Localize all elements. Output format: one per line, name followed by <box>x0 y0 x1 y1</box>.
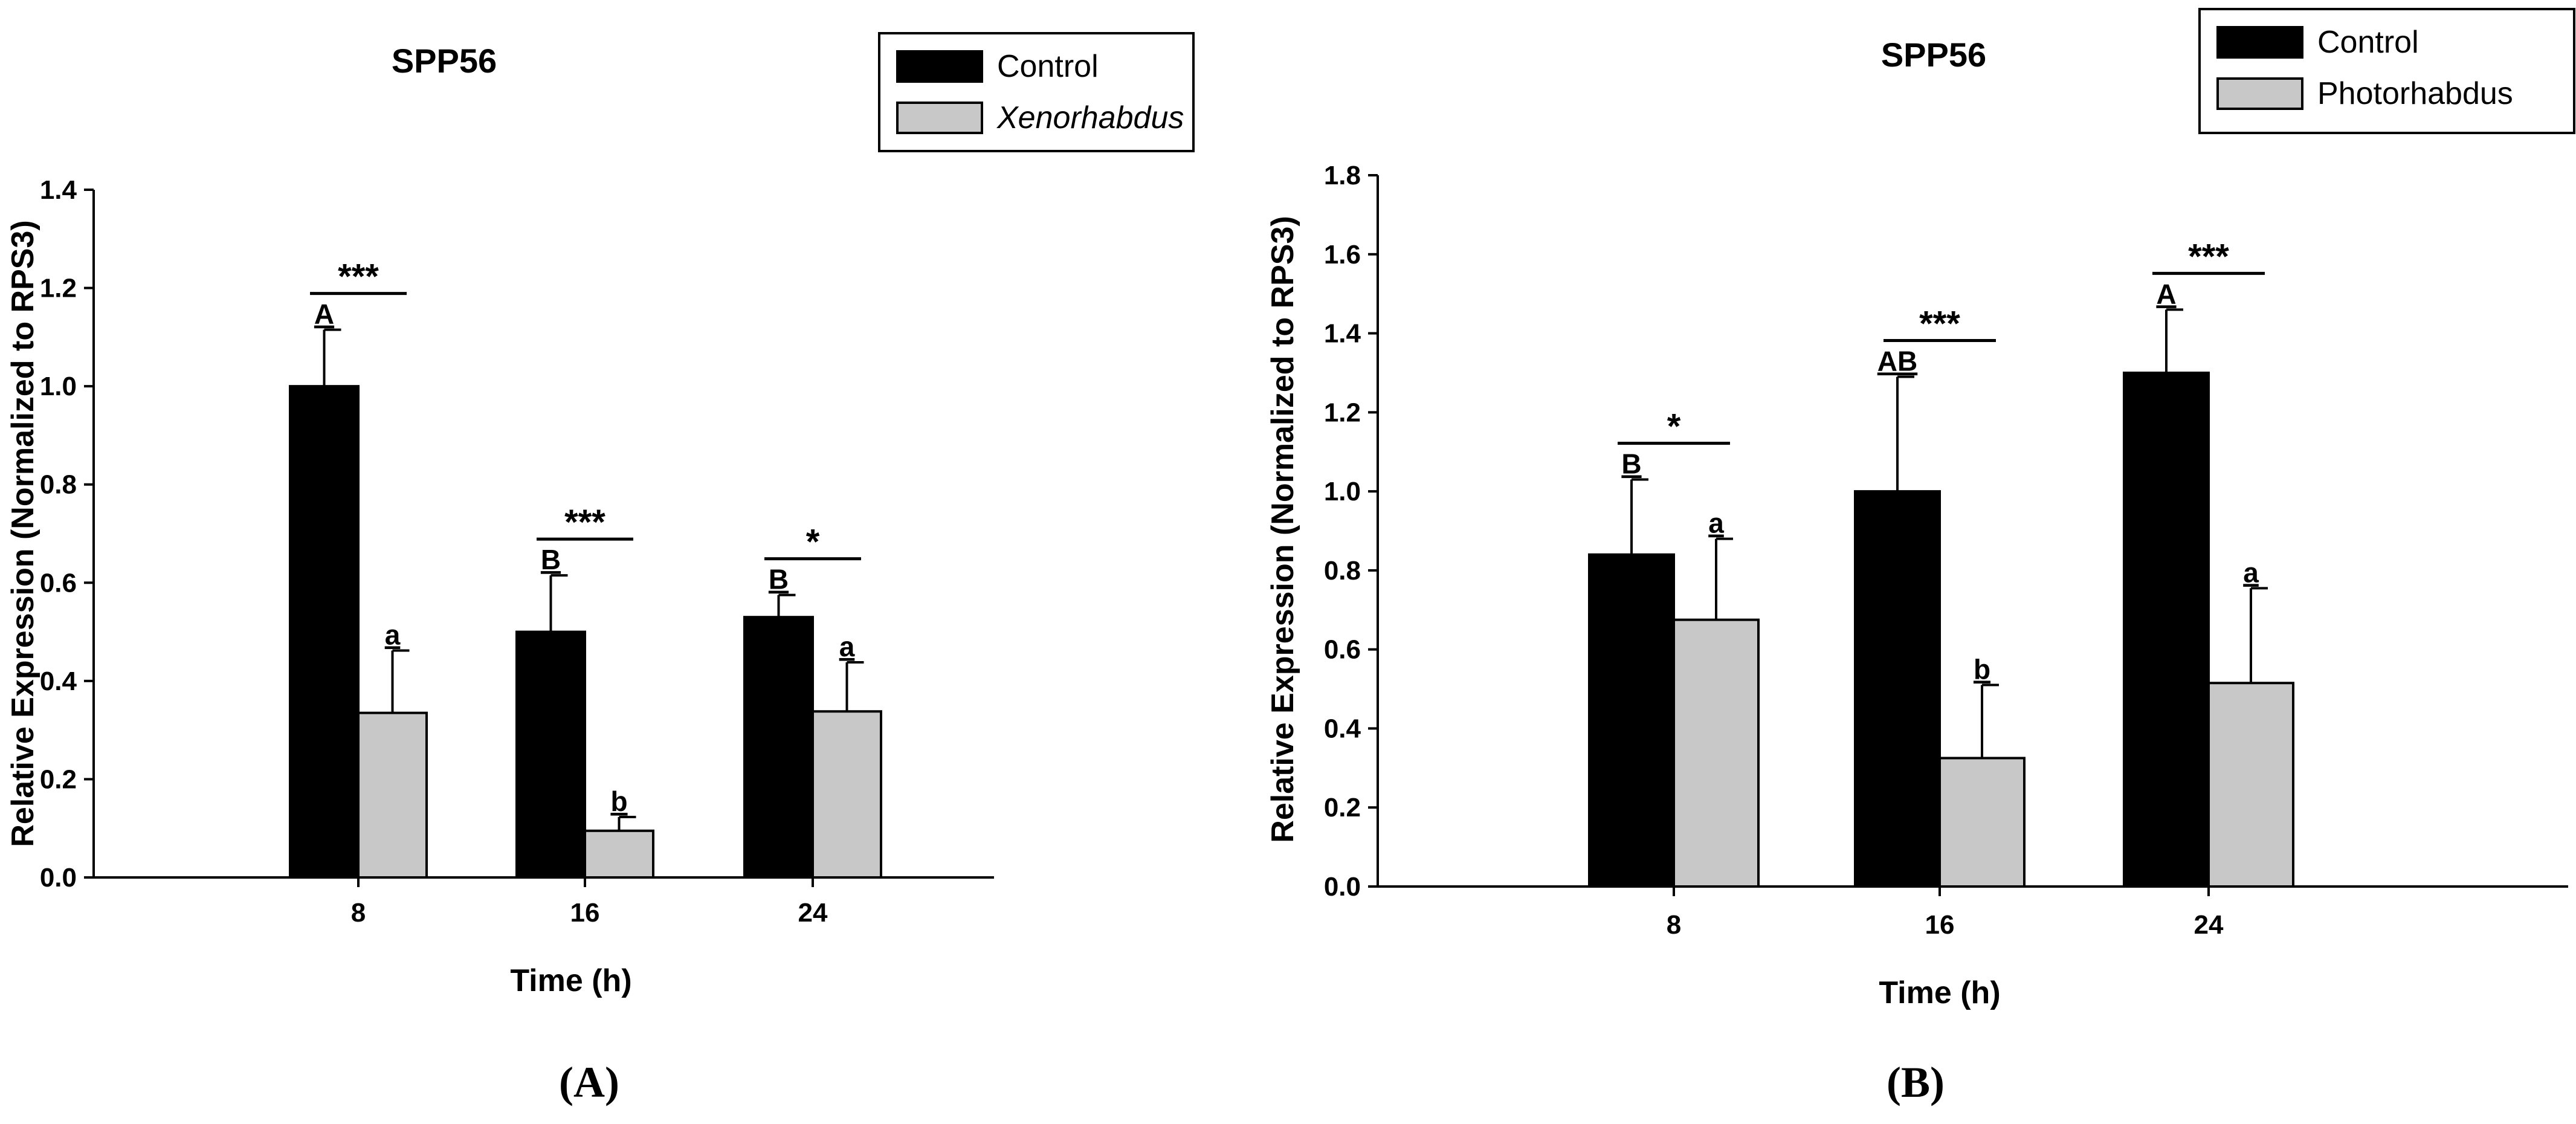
x-tick-label: 24 <box>2194 910 2224 940</box>
bar <box>1588 553 1675 888</box>
significance-letter: AB <box>1877 345 1917 376</box>
bar <box>743 616 814 879</box>
y-tick-label: 0.0 <box>1324 872 1361 902</box>
significance-letter: a <box>1708 508 1724 539</box>
y-tick-label: 1.0 <box>40 372 77 401</box>
y-tick-label: 1.8 <box>1324 161 1361 190</box>
y-tick-label: 1.4 <box>1324 319 1361 349</box>
bar <box>1938 757 2026 888</box>
bar <box>1854 490 1941 888</box>
x-tick-label: 24 <box>798 898 828 928</box>
significance-letter: a <box>839 631 855 662</box>
significance-letter: a <box>385 619 401 650</box>
significance-letter: B <box>541 544 561 575</box>
chart-title: SPP56 <box>392 42 497 80</box>
bar <box>2123 371 2210 888</box>
x-axis-title: Time (h) <box>1879 975 2000 1010</box>
significance-letter: A <box>2156 278 2176 309</box>
y-tick-label: 1.6 <box>1324 240 1361 270</box>
y-tick-label: 1.2 <box>1324 398 1361 427</box>
significance-letter: a <box>2243 557 2259 588</box>
bar <box>515 630 586 879</box>
panel-label: (B) <box>1887 1058 1945 1106</box>
legend-swatch <box>896 50 983 83</box>
y-axis-title: Relative Expression (Normalized to RPS3) <box>5 220 40 847</box>
bar <box>357 711 428 879</box>
legend-swatch <box>2216 77 2303 110</box>
significance-stars: *** <box>338 257 379 297</box>
significance-letter: A <box>314 299 334 330</box>
significance-stars: *** <box>564 503 605 542</box>
y-tick-label: 0.4 <box>1324 714 1361 743</box>
y-tick-label: 0.0 <box>40 863 77 893</box>
bar <box>2207 682 2294 888</box>
x-tick-label: 8 <box>1667 910 1681 940</box>
legend-swatch <box>2216 26 2303 59</box>
y-tick-label: 0.2 <box>1324 793 1361 822</box>
y-tick-label: 1.4 <box>40 175 77 205</box>
significance-stars: * <box>1667 407 1681 446</box>
significance-stars: *** <box>1919 304 1960 343</box>
y-tick-label: 0.2 <box>40 764 77 794</box>
x-tick-label: 8 <box>351 898 366 928</box>
bar <box>1673 618 1760 888</box>
y-tick-label: 0.8 <box>40 470 77 500</box>
bar <box>289 385 360 879</box>
significance-stars: *** <box>2188 237 2229 276</box>
x-tick-label: 16 <box>570 898 600 928</box>
significance-letter: b <box>610 786 627 817</box>
bar <box>584 829 654 879</box>
significance-letter: b <box>1974 654 1990 685</box>
legend-label: Control <box>997 49 1099 84</box>
significance-stars: * <box>806 523 820 562</box>
legend-label: Xenorhabdus <box>996 100 1184 135</box>
bar <box>812 710 882 879</box>
x-axis-title: Time (h) <box>510 963 631 998</box>
legend-swatch <box>896 102 983 134</box>
y-tick-label: 1.0 <box>1324 477 1361 506</box>
panel-label: (A) <box>559 1058 619 1106</box>
y-tick-label: 1.2 <box>40 274 77 303</box>
legend-label: Control <box>2317 25 2419 60</box>
y-tick-label: 0.6 <box>40 568 77 598</box>
significance-letter: B <box>1621 448 1641 479</box>
significance-letter: B <box>769 564 789 595</box>
x-tick-label: 16 <box>1925 910 1955 940</box>
legend-label: Photorhabdus <box>2317 76 2513 111</box>
chart-title: SPP56 <box>1881 36 1986 74</box>
y-tick-label: 0.8 <box>1324 556 1361 586</box>
y-tick-label: 0.6 <box>1324 635 1361 665</box>
y-axis-title: Relative Expression (Normalized to RPS3) <box>1265 216 1300 842</box>
y-tick-label: 0.4 <box>40 667 77 696</box>
